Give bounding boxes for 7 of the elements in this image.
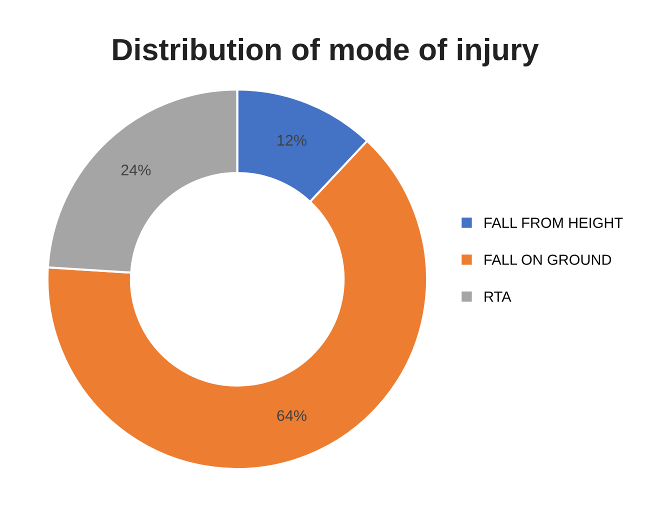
data-label: 64% (277, 410, 306, 422)
legend-label: FALL ON GROUND (484, 254, 612, 265)
legend-label: FALL FROM HEIGHT (484, 218, 623, 228)
data-label: 12% (278, 134, 306, 146)
legend-label: RTA (484, 292, 512, 302)
chart-title: Distribution of mode of injury (113, 38, 539, 66)
data-label: 24% (121, 164, 151, 176)
